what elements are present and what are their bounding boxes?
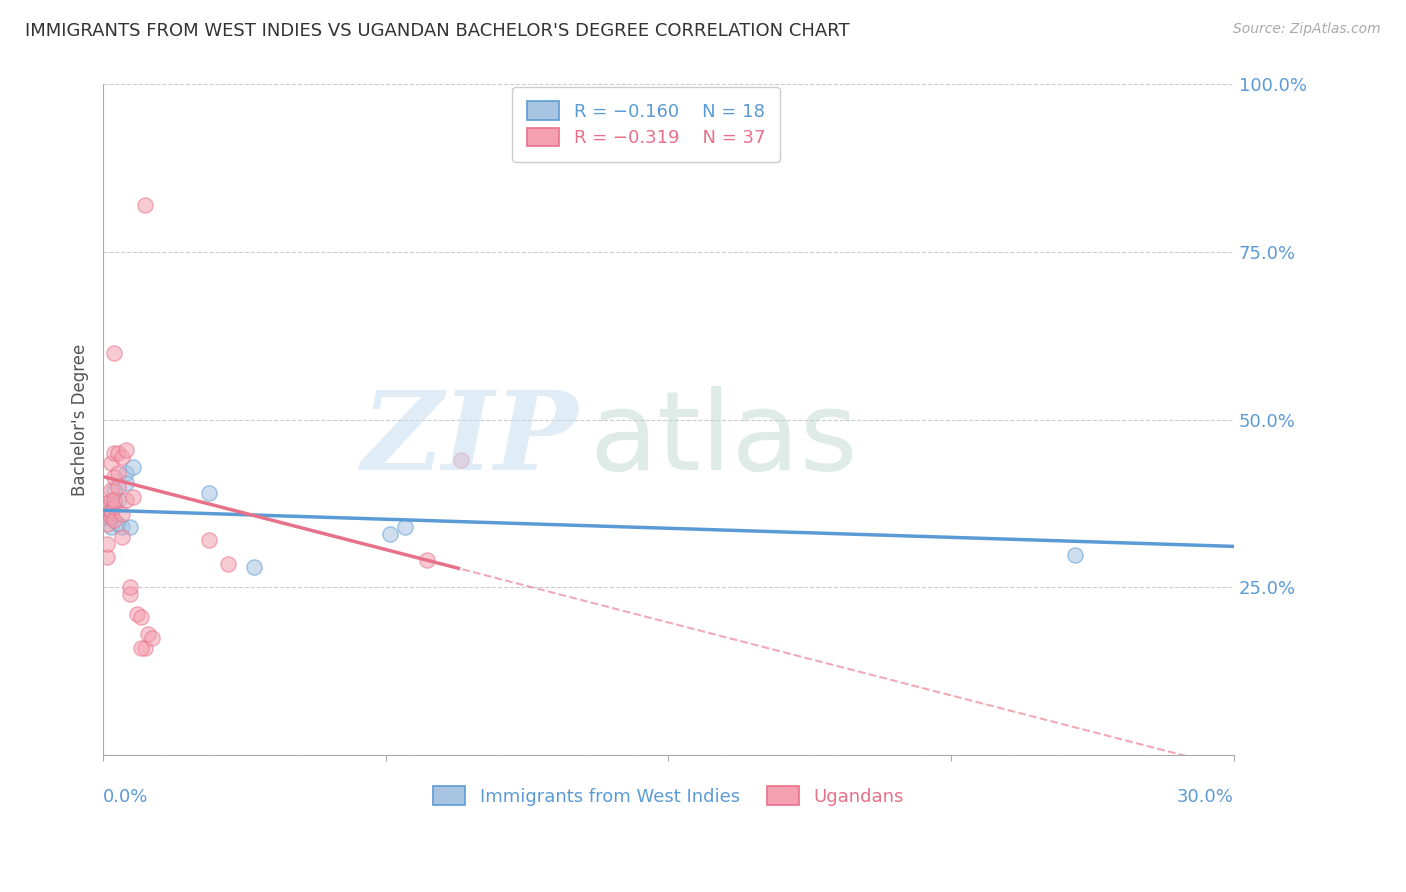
Point: [107, 446, 129, 460]
Text: Source: ZipAtlas.com: Source: ZipAtlas.com: [1233, 22, 1381, 37]
Point: [122, 490, 145, 504]
Text: 30.0%: 30.0%: [1177, 789, 1234, 806]
Point: [100, 507, 122, 521]
Point: [103, 513, 125, 527]
Point: [96, 500, 118, 514]
Point: [103, 446, 125, 460]
Point: [100, 456, 122, 470]
Point: [118, 580, 141, 594]
Point: [134, 640, 156, 655]
Point: [96, 550, 118, 565]
Point: [96, 537, 118, 551]
Point: [217, 557, 239, 571]
Point: [141, 631, 163, 645]
Text: 0.0%: 0.0%: [103, 789, 149, 806]
Point: [107, 480, 129, 494]
Point: [111, 520, 134, 534]
Point: [129, 610, 152, 624]
Point: [103, 483, 125, 497]
Text: atlas: atlas: [589, 386, 858, 493]
Point: [100, 503, 122, 517]
Point: [107, 516, 129, 531]
Point: [129, 640, 152, 655]
Y-axis label: Bachelor's Degree: Bachelor's Degree: [72, 343, 89, 496]
Point: [100, 520, 122, 534]
Point: [114, 493, 136, 508]
Point: [122, 459, 145, 474]
Point: [96, 496, 118, 510]
Point: [100, 483, 122, 497]
Point: [111, 450, 134, 464]
Point: [114, 467, 136, 481]
Legend: Immigrants from West Indies, Ugandans: Immigrants from West Indies, Ugandans: [426, 779, 911, 813]
Point: [107, 493, 129, 508]
Point: [416, 553, 439, 567]
Point: [450, 453, 472, 467]
Point: [103, 500, 125, 514]
Point: [96, 516, 118, 531]
Point: [96, 509, 118, 524]
Point: [103, 469, 125, 483]
Point: [134, 198, 156, 212]
Point: [111, 507, 134, 521]
Text: ZIP: ZIP: [361, 386, 578, 493]
Point: [394, 520, 416, 534]
Point: [118, 587, 141, 601]
Point: [197, 533, 219, 548]
Point: [103, 345, 125, 359]
Point: [378, 526, 401, 541]
Point: [103, 496, 125, 510]
Point: [100, 493, 122, 508]
Point: [197, 486, 219, 500]
Point: [114, 442, 136, 457]
Point: [1064, 548, 1087, 562]
Point: [138, 627, 160, 641]
Point: [100, 509, 122, 524]
Point: [243, 560, 266, 574]
Point: [103, 493, 125, 508]
Point: [111, 530, 134, 544]
Text: IMMIGRANTS FROM WEST INDIES VS UGANDAN BACHELOR'S DEGREE CORRELATION CHART: IMMIGRANTS FROM WEST INDIES VS UGANDAN B…: [25, 22, 851, 40]
Point: [107, 467, 129, 481]
Point: [125, 607, 148, 621]
Point: [118, 520, 141, 534]
Point: [114, 476, 136, 491]
